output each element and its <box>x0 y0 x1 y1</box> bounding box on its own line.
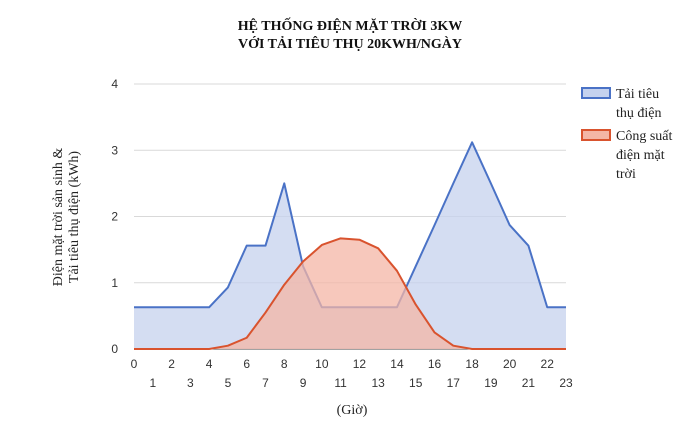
x-tick-label: 1 <box>149 376 156 390</box>
x-axis-label: (Giờ) <box>337 403 368 418</box>
legend-label: điện mặt <box>616 148 665 163</box>
x-tick-label: 18 <box>465 357 479 371</box>
series-area-1 <box>134 238 566 349</box>
x-tick-label: 8 <box>281 357 288 371</box>
series-layer <box>134 141 566 350</box>
x-tick-label: 21 <box>522 376 536 390</box>
x-tick-label: 22 <box>541 357 555 371</box>
legend-label: trời <box>616 167 636 182</box>
legend-label: Công suất <box>616 129 673 144</box>
legend-swatch <box>581 129 611 141</box>
x-tick-label: 6 <box>243 357 250 371</box>
x-tick-label: 7 <box>262 376 269 390</box>
series-area-0 <box>134 142 566 349</box>
legend-swatch <box>581 87 611 99</box>
y-tick-label: 0 <box>111 342 118 356</box>
x-tick-label: 0 <box>131 357 138 371</box>
x-tick-label: 12 <box>353 357 367 371</box>
x-tick-label: 16 <box>428 357 442 371</box>
legend-item-0: Tải tiêu thụ điện <box>581 87 662 121</box>
x-tick-label: 17 <box>447 376 461 390</box>
x-tick-label: 2 <box>168 357 175 371</box>
y-axis-label-line-2: Tải tiêu thụ điện (kWh) <box>67 151 82 284</box>
x-tick-label: 15 <box>409 376 423 390</box>
y-tick-label: 3 <box>111 143 118 157</box>
y-tick-label: 4 <box>111 77 118 91</box>
y-axis-label-line-1: Điện mặt trời sản sinh & <box>51 148 66 287</box>
chart-title-line-1: HỆ THỐNG ĐIỆN MẶT TRỜI 3KW <box>237 19 463 34</box>
y-tick-label: 1 <box>111 276 118 290</box>
x-tick-label: 23 <box>559 376 573 390</box>
x-tick-label: 4 <box>206 357 213 371</box>
x-tick-label: 14 <box>390 357 404 371</box>
y-tick-label: 2 <box>111 210 118 224</box>
chart-title-line-2: VỚI TẢI TIÊU THỤ 20KWH/NGÀY <box>237 37 463 52</box>
x-tick-label: 9 <box>300 376 307 390</box>
series-line-1 <box>134 237 566 350</box>
legend-label: thụ điện <box>616 106 662 121</box>
legend-label: Tải tiêu <box>616 87 659 102</box>
legend: Tải tiêu thụ điện Công suất điện mặt trời <box>581 87 673 182</box>
x-tick-label: 19 <box>484 376 498 390</box>
x-tick-label: 3 <box>187 376 194 390</box>
x-tick-label: 10 <box>315 357 329 371</box>
x-tick-label: 11 <box>334 376 347 390</box>
x-tick-label: 5 <box>225 376 232 390</box>
legend-item-1: Công suất điện mặt trời <box>581 129 673 182</box>
x-tick-label: 13 <box>371 376 385 390</box>
x-tick-label: 20 <box>503 357 517 371</box>
